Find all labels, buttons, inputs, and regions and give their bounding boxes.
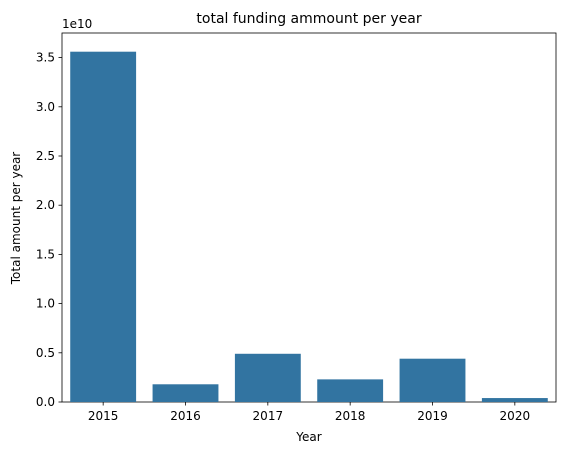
y-axis-title: Total amount per year [9, 152, 23, 286]
y-tick-label: 2.0 [36, 198, 55, 212]
y-tick-label: 0.5 [36, 346, 55, 360]
y-tick-label: 3.0 [36, 100, 55, 114]
chart-title: total funding ammount per year [196, 11, 421, 27]
y-tick-label: 1.0 [36, 297, 55, 311]
x-tick-label: 2017 [253, 409, 284, 423]
plot-frame [61, 32, 557, 403]
bar-2018 [317, 379, 384, 402]
bar-2015 [70, 51, 137, 402]
bar-2020 [481, 398, 548, 402]
y-tick-label: 1.5 [36, 247, 55, 261]
y-axis: 0.0 0.5 1.0 1.5 2.0 2.5 3.0 3.5 [36, 51, 62, 409]
y-axis-offset-label: 1e10 [62, 17, 92, 31]
x-axis: 2015 2016 2017 2018 2019 2020 [88, 402, 530, 423]
bar-2019 [399, 358, 466, 402]
y-tick-label: 2.5 [36, 149, 55, 163]
x-tick-label: 2020 [500, 409, 531, 423]
bar-series [70, 51, 548, 402]
x-tick-label: 2016 [170, 409, 201, 423]
bar-2016 [152, 384, 219, 402]
x-tick-label: 2019 [417, 409, 448, 423]
bar-2017 [234, 353, 301, 402]
x-tick-label: 2015 [88, 409, 119, 423]
y-tick-label: 3.5 [36, 51, 55, 65]
x-axis-title: Year [295, 430, 321, 444]
x-tick-label: 2018 [335, 409, 366, 423]
plot-area [61, 32, 557, 403]
y-tick-label: 0.0 [36, 395, 55, 409]
